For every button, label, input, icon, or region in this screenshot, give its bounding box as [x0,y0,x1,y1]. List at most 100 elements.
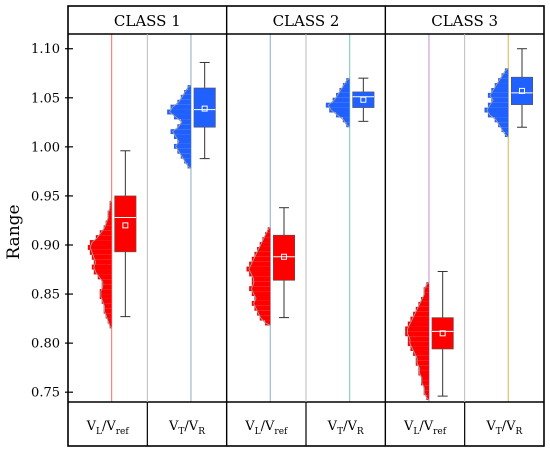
category-label-part: /V [261,419,275,434]
histogram-bar [93,269,112,275]
mean-marker [439,330,446,337]
histogram-bar [249,271,271,277]
histogram-bar [89,240,112,245]
category-label: VT/VR [168,419,205,437]
histogram-bar [177,148,191,154]
histogram-bar [332,97,350,103]
mean-marker [201,105,208,112]
series-group [87,150,137,329]
series-group [484,48,534,138]
histogram-bar [107,318,112,324]
box [510,76,534,105]
density-curve [248,226,271,326]
box [431,317,454,350]
histogram-bar [265,232,271,238]
series-group [325,77,375,128]
density-curve [327,77,350,128]
histogram-bar [484,107,509,113]
histogram-bar [262,237,271,243]
density-curve [168,84,192,169]
histogram-bar [251,281,271,287]
histogram-bar [180,94,191,100]
histogram-bar [426,395,429,401]
histogram-bar [413,350,429,356]
category-label-part: /V [184,419,198,434]
histogram-bar [170,104,191,110]
histogram-bar [177,139,191,144]
series-group [405,270,454,401]
density-curve [407,281,430,401]
histogram-bar [251,256,271,262]
histogram-bar [418,301,429,307]
histogram-bar [339,87,350,93]
histogram-bar [413,311,429,317]
category-label-part: /V [343,419,357,434]
histogram-bar [101,284,112,290]
category-label-part: T [178,427,184,437]
histogram-bar [177,124,191,130]
category-label-part: V [168,419,179,434]
histogram-bar [494,83,509,88]
category-label-part: L [96,427,102,437]
y-axis: 0.75 0.80 0.85 0.90 0.95 1.00 1.05 1.10 [31,42,73,401]
category-label-part: L [255,427,261,437]
histogram-bar [109,205,112,211]
histogram-bar [101,279,112,285]
histogram-bar [109,323,112,329]
histogram-bar [184,158,191,164]
histogram-bar [249,261,271,267]
histogram-bar [246,266,271,272]
box [352,91,375,108]
histogram-bar [251,291,271,297]
histogram-bar [501,127,509,133]
histogram-bar [415,360,429,366]
histogram-bar [494,117,509,123]
histogram-bar [105,313,112,319]
histogram-bar [109,200,112,206]
class-header: CLASS 2 [273,12,340,30]
category-label-part: V [485,419,496,434]
class-header: CLASS 1 [114,12,181,30]
histogram-bar [173,134,191,140]
histogram-bar [184,89,191,95]
category-label: VT/VR [485,419,522,437]
category-label-part: V [327,419,338,434]
category-label-part: /V [419,419,433,434]
histogram-bar [498,122,509,128]
category-label: VL/Vref [403,419,447,437]
histogram-bar [87,244,112,250]
series-group [167,61,216,169]
histogram-bar [97,274,112,280]
histogram-bar [423,390,429,396]
histogram-bar [107,215,112,221]
histogram-bar [325,102,350,108]
histogram-bar [405,326,429,332]
class-header: CLASS 3 [431,12,498,30]
histogram-bar [498,78,509,84]
histogram-bar [423,385,429,391]
category-label-part: V [86,419,97,434]
histogram-bar [257,246,271,252]
histogram-bar [426,282,429,288]
y-tick-label: 0.90 [31,238,60,253]
category-label-part: /V [102,419,116,434]
y-tick-label: 0.80 [31,337,60,352]
histogram-bar [257,310,271,316]
histogram-bar [99,294,112,299]
histogram-bar [346,122,350,128]
histogram-bar [421,380,429,386]
histogram-bar [99,230,112,236]
histogram-bar [504,68,509,74]
mean-marker [281,253,288,260]
histogram-bar [415,355,429,361]
histogram-bar [491,97,509,103]
histogram-bar [491,87,509,93]
y-tick-label: 1.00 [31,140,60,155]
series-group [246,207,296,326]
category-label: VL/Vref [86,419,130,437]
category-label-part: R [357,427,364,437]
histogram-bar [187,85,191,90]
box [272,234,296,281]
